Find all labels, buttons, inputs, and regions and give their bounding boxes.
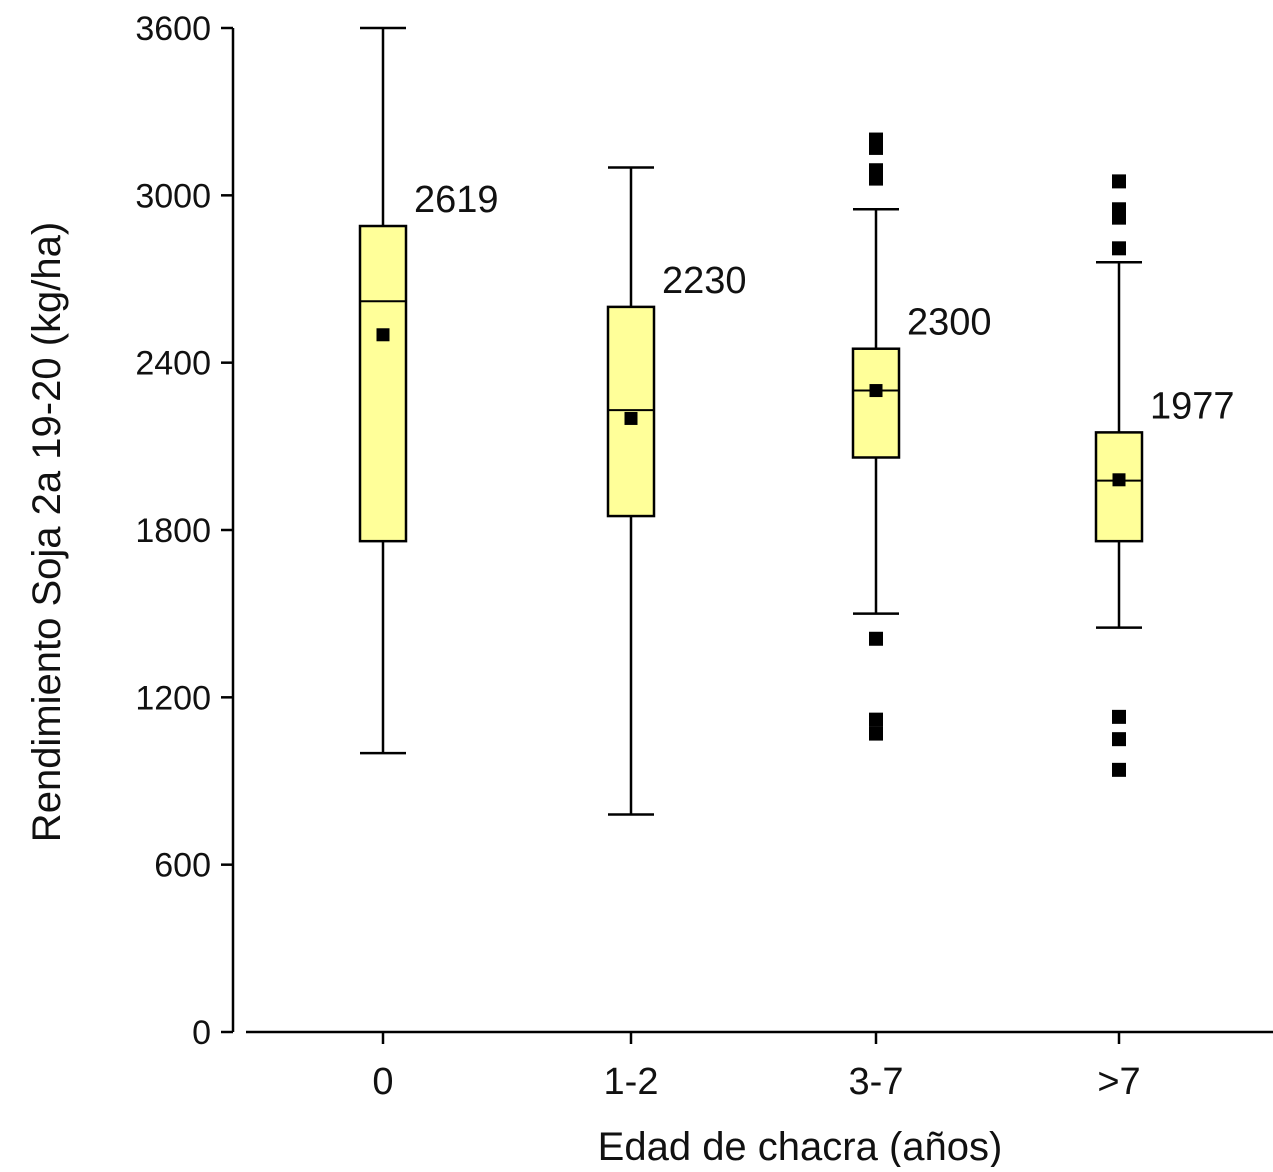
outlier-point bbox=[869, 171, 883, 186]
x-axis-title: Edad de chacra (años) bbox=[598, 1125, 1003, 1167]
outlier-point bbox=[1112, 241, 1126, 256]
box-group: 2230 bbox=[606, 166, 747, 816]
x-tick-label: >7 bbox=[1097, 1061, 1140, 1103]
outlier-point bbox=[869, 712, 883, 727]
outlier-point bbox=[869, 726, 883, 741]
box-group: 1977 bbox=[1094, 174, 1235, 777]
iqr-box bbox=[606, 305, 656, 518]
outlier-point bbox=[1112, 174, 1126, 189]
median-value-label: 2300 bbox=[907, 302, 992, 344]
median-value-label: 1977 bbox=[1150, 385, 1235, 427]
y-tick-label: 0 bbox=[192, 1014, 211, 1052]
mean-marker bbox=[624, 411, 638, 425]
boxes: 2619 2230 2300 1977 bbox=[358, 26, 1235, 816]
box-group: 2300 bbox=[851, 132, 992, 741]
axes: 0 600 1200 1800 2400 3000 3600 0 1-2 3-7 >7 bbox=[135, 10, 1273, 1103]
y-tick-label: 600 bbox=[154, 847, 211, 885]
y-axis-title: Rendimiento Soja 2a 19-20 (kg/ha) bbox=[25, 222, 69, 842]
x-tick-label: 1-2 bbox=[604, 1061, 659, 1103]
outlier-point bbox=[1112, 732, 1126, 747]
mean-marker bbox=[376, 328, 390, 342]
outlier-point bbox=[869, 631, 883, 646]
y-tick-label: 3600 bbox=[135, 10, 211, 48]
median-value-label: 2619 bbox=[414, 179, 499, 221]
mean-marker bbox=[1112, 473, 1126, 487]
iqr-box bbox=[1094, 431, 1144, 543]
median-value-label: 2230 bbox=[662, 260, 747, 302]
outlier-point bbox=[1112, 762, 1126, 777]
y-tick-label: 3000 bbox=[135, 177, 211, 215]
outlier-point bbox=[869, 140, 883, 155]
y-tick-label: 1800 bbox=[135, 512, 211, 550]
outlier-point bbox=[1112, 210, 1126, 225]
iqr-box bbox=[851, 347, 901, 459]
x-tick-label: 0 bbox=[372, 1061, 393, 1103]
mean-marker bbox=[869, 384, 883, 398]
outlier-point bbox=[1112, 709, 1126, 724]
y-tick-label: 1200 bbox=[135, 679, 211, 717]
y-tick-label: 2400 bbox=[135, 345, 211, 383]
x-tick-label: 3-7 bbox=[849, 1061, 904, 1103]
box-group: 2619 bbox=[358, 26, 499, 755]
iqr-box bbox=[358, 224, 408, 543]
